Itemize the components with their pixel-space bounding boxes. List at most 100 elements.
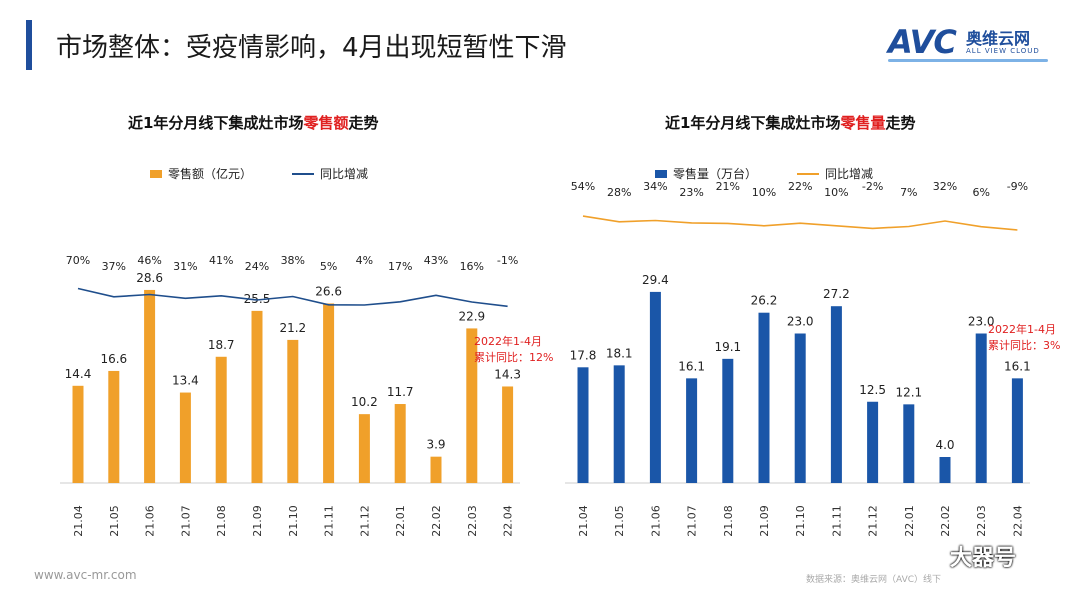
right-growth-label: 7% <box>900 186 917 199</box>
left-x-tick-label: 22.04 <box>502 505 515 537</box>
left-bar <box>502 386 514 483</box>
left-legend: 零售额（亿元） 同比增减 <box>150 165 368 182</box>
left-x-tick-label: 21.06 <box>144 505 157 537</box>
right-x-tick-label: 21.09 <box>758 505 771 537</box>
left-growth-label: -1% <box>497 254 518 267</box>
left-x-tick-label: 21.07 <box>179 505 192 537</box>
avc-logo: AVC 奥维云网 ALL VIEW CLOUD <box>888 23 1068 63</box>
right-bar <box>686 378 698 483</box>
right-bar-label: 19.1 <box>714 340 741 354</box>
left-x-tick-label: 22.01 <box>394 505 407 537</box>
right-bar <box>975 333 987 483</box>
left-x-tick-label: 21.12 <box>358 505 371 537</box>
right-bar <box>867 401 879 483</box>
right-bar-label: 26.2 <box>751 294 778 308</box>
right-growth-label: -9% <box>1007 180 1028 193</box>
right-growth-label: 34% <box>643 180 667 193</box>
right-legend: 零售量（万台） 同比增减 <box>655 165 873 182</box>
right-bar-label: 18.1 <box>606 346 633 360</box>
left-growth-label: 70% <box>66 254 90 267</box>
right-bar-label: 4.0 <box>935 438 954 452</box>
right-legend-bar-swatch <box>655 169 667 178</box>
right-bar-label: 17.8 <box>570 348 597 362</box>
left-bar <box>179 392 191 483</box>
right-chart-title-highlight: 零售量 <box>840 114 886 132</box>
left-bar <box>358 414 370 483</box>
left-bar <box>430 456 442 483</box>
left-bar <box>215 356 227 483</box>
left-bar-label: 28.6 <box>136 271 163 285</box>
left-growth-label: 24% <box>245 260 269 273</box>
left-bar-label: 3.9 <box>426 438 445 452</box>
left-bar-label: 14.3 <box>494 367 521 381</box>
left-bar-label: 11.7 <box>387 385 414 399</box>
left-chart-title: 近1年分月线下集成灶市场零售额走势 <box>128 112 378 133</box>
left-annotation-line2: 累计同比：12% <box>474 351 553 364</box>
left-bar-label: 16.6 <box>100 352 127 366</box>
right-bar <box>1011 378 1023 483</box>
right-bar <box>577 367 589 483</box>
right-bar <box>939 457 951 483</box>
left-growth-label: 5% <box>320 260 337 273</box>
right-bar-label: 23.0 <box>968 315 995 329</box>
right-growth-label: 10% <box>824 186 848 199</box>
right-growth-label: 10% <box>752 186 776 199</box>
right-bar-label: 12.1 <box>895 385 922 399</box>
right-bar-label: 27.2 <box>823 287 850 301</box>
left-bar <box>466 328 478 483</box>
left-x-tick-label: 21.10 <box>287 505 300 537</box>
right-legend-bar-label: 零售量（万台） <box>673 167 758 181</box>
right-x-tick-label: 22.02 <box>939 505 952 537</box>
left-bar-label: 10.2 <box>351 395 378 409</box>
right-bar-label: 16.1 <box>1004 359 1031 373</box>
right-growth-label: -2% <box>862 180 883 193</box>
left-bar <box>144 289 156 483</box>
right-x-tick-label: 21.07 <box>686 505 699 537</box>
left-legend-bar-swatch <box>150 169 162 178</box>
left-x-tick-label: 21.11 <box>323 505 336 537</box>
right-chart-title-suffix: 走势 <box>885 114 916 132</box>
right-x-tick-label: 21.04 <box>577 505 590 537</box>
right-x-tick-label: 21.12 <box>867 505 880 537</box>
left-bar-label: 14.4 <box>65 367 92 381</box>
right-x-tick-label: 22.01 <box>903 505 916 537</box>
left-legend-line-swatch <box>292 172 315 175</box>
left-growth-label: 43% <box>424 254 448 267</box>
right-x-tick-label: 22.03 <box>975 505 988 537</box>
logo-cn-text: 奥维云网 <box>966 29 1031 48</box>
right-bar <box>830 306 842 483</box>
left-growth-label: 37% <box>102 260 126 273</box>
left-bar <box>394 404 406 483</box>
right-bar-label: 23.0 <box>787 315 814 329</box>
left-bar-label: 22.9 <box>458 309 485 323</box>
left-x-tick-label: 21.05 <box>108 505 121 537</box>
right-growth-label: 21% <box>716 180 740 193</box>
left-bar <box>72 385 84 483</box>
right-x-tick-label: 21.05 <box>613 505 626 537</box>
right-chart-title-prefix: 近1年分月线下集成灶市场 <box>665 114 841 132</box>
left-bar <box>287 339 299 483</box>
left-x-tick-label: 21.09 <box>251 505 264 537</box>
right-bar <box>903 404 915 483</box>
logo-avc-text: AVC <box>888 23 957 61</box>
right-growth-label: 6% <box>972 186 989 199</box>
right-bar <box>649 291 661 483</box>
left-growth-label: 38% <box>281 254 305 267</box>
left-growth-line <box>77 287 508 308</box>
left-chart-title-prefix: 近1年分月线下集成灶市场 <box>128 114 304 132</box>
left-bar-label: 26.6 <box>315 284 342 298</box>
right-growth-label: 32% <box>933 180 957 193</box>
left-growth-label: 41% <box>209 254 233 267</box>
right-x-tick-label: 21.10 <box>794 505 807 537</box>
left-growth-label: 4% <box>356 254 373 267</box>
left-bar <box>323 303 335 483</box>
right-x-tick-label: 22.04 <box>1011 505 1024 537</box>
right-bar <box>794 333 806 483</box>
left-growth-label: 31% <box>173 260 197 273</box>
footer-url: www.avc-mr.com <box>34 568 137 582</box>
right-x-tick-label: 21.06 <box>649 505 662 537</box>
right-growth-label: 22% <box>788 180 812 193</box>
left-x-tick-label: 22.02 <box>430 505 443 537</box>
left-legend-line-label: 同比增减 <box>320 167 369 181</box>
right-x-tick-label: 21.11 <box>830 505 843 537</box>
